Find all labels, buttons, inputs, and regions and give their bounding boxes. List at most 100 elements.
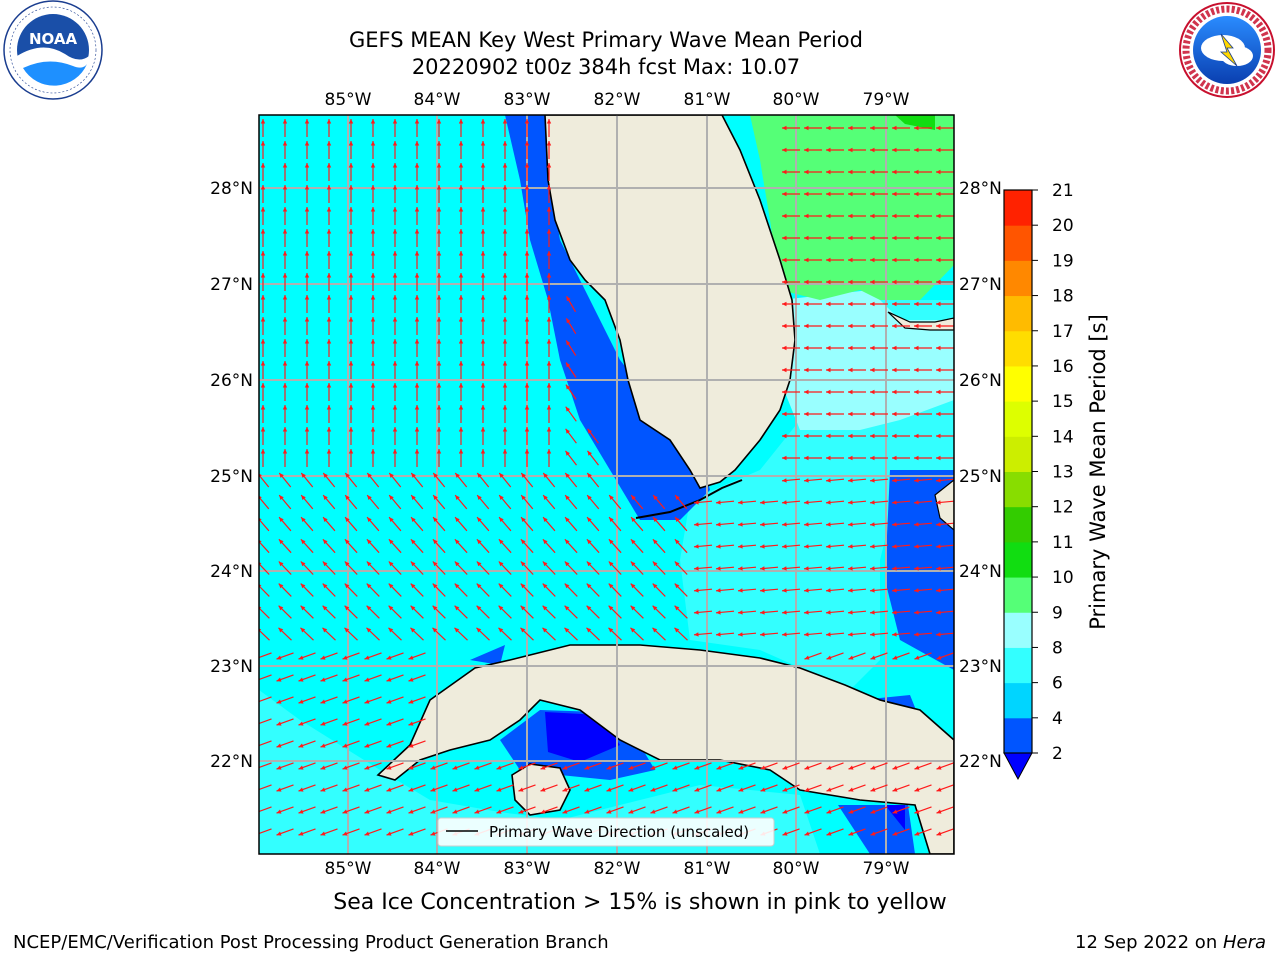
wave-arrow-head xyxy=(826,610,831,615)
wave-arrow-head xyxy=(304,361,310,366)
wave-arrow-head xyxy=(392,163,398,168)
colorbar-segment xyxy=(1004,577,1032,613)
wave-arrow-head xyxy=(628,765,634,770)
lon-label-top: 83°W xyxy=(504,90,551,110)
colorbar-tick-label: 10 xyxy=(1052,568,1074,588)
wave-arrow-head xyxy=(782,522,787,527)
wave-arrow-head xyxy=(477,495,482,500)
wave-arrow-head xyxy=(320,677,326,682)
wave-arrow-head xyxy=(408,699,414,704)
wave-arrow-head xyxy=(848,213,853,219)
wave-arrow-head xyxy=(348,251,354,256)
wave-arrow-head xyxy=(674,627,680,633)
wave-arrow-head xyxy=(392,339,398,344)
wave-arrow-head xyxy=(870,632,875,637)
wave-arrow-head xyxy=(914,433,919,439)
wave-arrow-head xyxy=(672,787,678,792)
wave-arrow-head xyxy=(304,449,310,454)
wave-arrow-head xyxy=(848,831,854,836)
wave-arrow-head xyxy=(631,517,636,522)
wave-arrow-head xyxy=(348,185,354,190)
wave-arrow-head xyxy=(848,522,853,527)
wave-arrow-head xyxy=(502,207,508,212)
wave-arrow-head xyxy=(454,539,460,545)
colorbar-tick-label: 9 xyxy=(1052,603,1063,623)
wave-arrow-head xyxy=(543,473,548,478)
wave-arrow-head xyxy=(342,677,348,682)
wave-arrow-head xyxy=(414,317,420,322)
wave-arrow-head xyxy=(782,632,787,637)
wave-arrow-shaft xyxy=(259,562,270,575)
wave-arrow-head xyxy=(587,450,592,456)
wave-arrow-head xyxy=(323,495,328,500)
noaa-logo: NOAA xyxy=(3,0,103,100)
wave-arrow-head xyxy=(716,632,721,637)
wave-arrow-head xyxy=(502,119,508,124)
wave-arrow-head xyxy=(716,522,721,527)
wave-arrow-head xyxy=(804,301,809,307)
wave-arrow-head xyxy=(546,427,552,432)
wave-arrow-head xyxy=(716,610,721,615)
wave-arrow-head xyxy=(304,295,310,300)
wave-arrow-head xyxy=(914,125,919,131)
wave-arrow-head xyxy=(738,809,744,814)
wave-arrow-head xyxy=(282,361,288,366)
colorbar-segment xyxy=(1004,225,1032,261)
wave-arrow-head xyxy=(848,301,853,307)
wave-arrow-head xyxy=(914,389,919,395)
wave-arrow-head xyxy=(804,279,809,285)
wave-arrow-head xyxy=(518,765,524,770)
lon-label-top: 84°W xyxy=(414,90,461,110)
wave-arrow-head xyxy=(892,125,897,131)
wave-arrow-head xyxy=(716,787,722,792)
wave-arrow-head xyxy=(848,632,853,637)
wave-arrow-head xyxy=(826,125,831,131)
wave-arrow-head xyxy=(300,605,306,611)
wave-arrow-head xyxy=(848,455,853,461)
wave-arrow-head xyxy=(782,191,787,197)
wave-arrow-head xyxy=(366,583,372,589)
wave-arrow-head xyxy=(392,207,398,212)
wave-arrow-head xyxy=(458,295,464,300)
wave-arrow-head xyxy=(276,721,282,726)
wave-arrow-head xyxy=(392,119,398,124)
wave-arrow-head xyxy=(282,229,288,234)
wave-arrow-head xyxy=(760,632,765,637)
wave-arrow-head xyxy=(348,207,354,212)
wave-arrow-head xyxy=(782,257,787,263)
wave-arrow-head xyxy=(320,787,326,792)
wave-arrow-head xyxy=(366,561,372,567)
wave-arrow-head xyxy=(502,229,508,234)
wave-arrow-head xyxy=(565,517,570,522)
wave-arrow-head xyxy=(386,809,392,814)
wave-arrow-head xyxy=(455,517,460,522)
wave-arrow-head xyxy=(586,605,592,611)
wave-arrow-head xyxy=(914,367,919,373)
wave-arrow-head xyxy=(458,141,464,146)
wave-arrow-head xyxy=(870,279,875,285)
wave-arrow-head xyxy=(304,383,310,388)
wave-arrow-head xyxy=(348,405,354,410)
wave-arrow-head xyxy=(892,765,898,770)
wave-arrow-shaft xyxy=(259,696,272,703)
map-area xyxy=(259,115,954,854)
wave-arrow-head xyxy=(414,229,420,234)
wave-arrow-head xyxy=(914,655,920,660)
wave-arrow-head xyxy=(300,583,306,589)
wave-arrow-head xyxy=(826,478,831,483)
wave-arrow-head xyxy=(826,147,831,153)
wave-arrow-head xyxy=(498,539,504,545)
wave-arrow-head xyxy=(848,389,853,395)
wave-arrow-head xyxy=(546,141,552,146)
wave-arrow-head xyxy=(411,517,416,522)
wave-arrow-shaft xyxy=(259,652,272,659)
wave-arrow-head xyxy=(826,809,832,814)
wave-arrow-head xyxy=(936,831,942,836)
wave-arrow-head xyxy=(630,605,636,611)
lat-label-right: 22°N xyxy=(959,752,1002,772)
colorbar-tick-label: 14 xyxy=(1052,427,1074,447)
wave-arrow-head xyxy=(782,235,787,241)
wave-arrow-head xyxy=(870,544,875,549)
wave-arrow-head xyxy=(323,517,328,522)
wave-arrow-head xyxy=(499,495,504,500)
